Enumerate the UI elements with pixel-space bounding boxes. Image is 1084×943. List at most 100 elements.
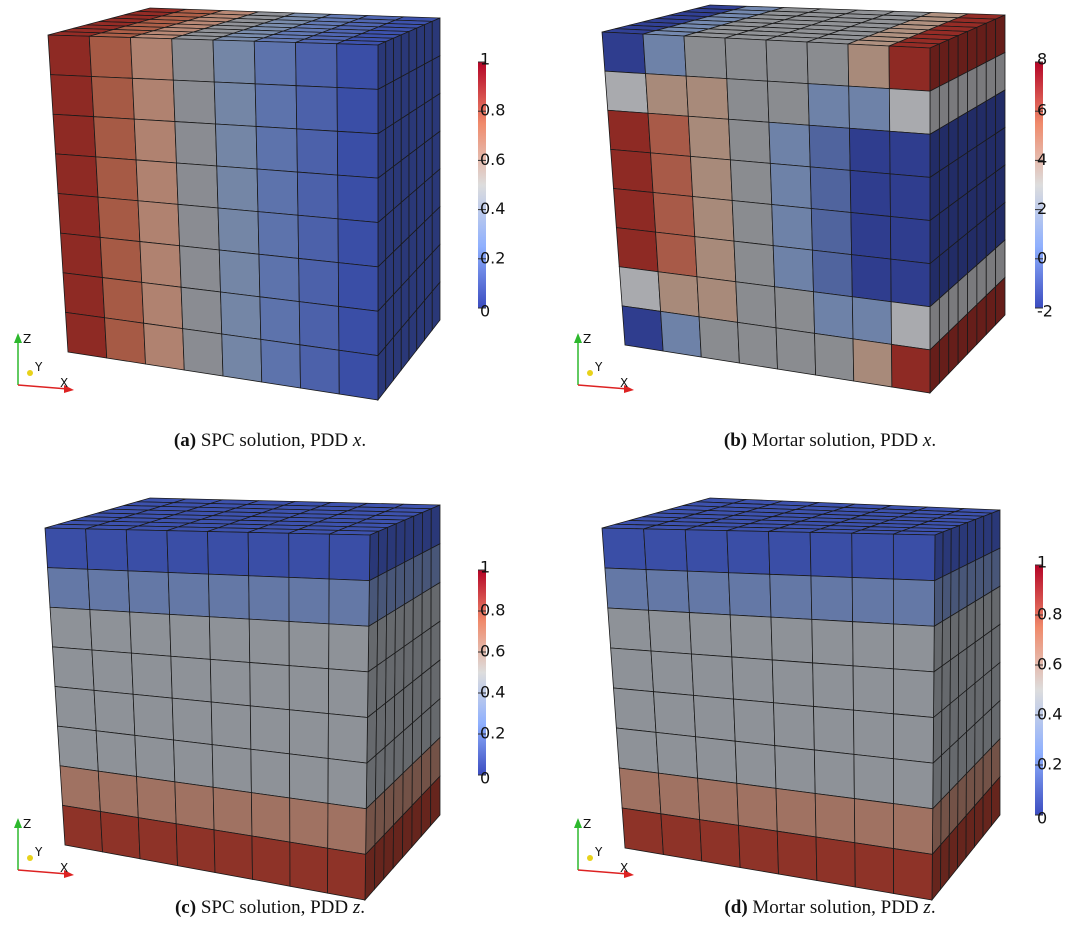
right-cell (958, 816, 967, 869)
front-cell (852, 297, 891, 345)
right-cell (387, 524, 396, 572)
front-cell (175, 122, 217, 166)
front-cell (63, 273, 105, 318)
right-cell (958, 690, 967, 740)
front-cell (815, 333, 854, 381)
front-cell (816, 837, 855, 887)
front-cell (128, 571, 170, 615)
front-cell (337, 131, 378, 178)
front-cell (812, 619, 853, 666)
front-cell (777, 831, 817, 880)
front-cell (854, 799, 893, 849)
right-cell (941, 704, 950, 756)
front-cell (339, 306, 378, 355)
right-cell (958, 152, 967, 199)
right-cell (975, 596, 983, 642)
front-cell (736, 282, 776, 328)
front-cell (853, 622, 894, 669)
right-cell (414, 513, 423, 558)
colorbar-label: 0.2 (480, 724, 505, 743)
front-cell (53, 114, 96, 157)
front-cell (734, 241, 775, 287)
axis-y (27, 370, 33, 376)
front-cell (300, 345, 339, 394)
front-cell (622, 306, 663, 351)
right-cell (939, 40, 948, 87)
colorbar-label: 0.6 (1037, 655, 1062, 674)
right-cell (992, 624, 1000, 669)
front-cell (737, 783, 777, 831)
right-cell (409, 68, 417, 113)
front-cell (893, 534, 935, 581)
colorbar-label: 8 (1037, 50, 1047, 69)
right-cell (365, 845, 375, 900)
front-cell (100, 812, 140, 859)
front-cell (208, 574, 249, 619)
right-cell (401, 155, 409, 203)
right-cell (975, 556, 983, 601)
front-cell (53, 647, 95, 691)
front-cell (132, 78, 175, 121)
front-cell (290, 842, 328, 893)
front-cell (210, 659, 250, 706)
front-cell (689, 613, 731, 657)
right-cell (431, 505, 440, 548)
front-cell (175, 782, 214, 830)
front-cell (213, 787, 252, 836)
front-cell (338, 263, 378, 312)
front-cell (894, 849, 933, 900)
front-cell (96, 731, 136, 777)
front-cell (261, 339, 301, 388)
front-cell (775, 287, 815, 334)
front-cell (890, 131, 930, 177)
right-cell (939, 123, 948, 171)
front-cell (329, 624, 369, 672)
front-cell (216, 124, 258, 169)
front-cell (289, 533, 330, 579)
figure: 10.80.60.40.20ZYX(a) SPC solution, PDD x… (0, 0, 1084, 943)
front-cell (170, 614, 211, 659)
front-cell (775, 746, 815, 794)
front-cell (208, 532, 249, 576)
right-cell (949, 118, 958, 165)
right-cell (413, 593, 422, 640)
right-cell (983, 591, 991, 636)
right-cell (432, 56, 440, 99)
colorbar-label: 0.6 (480, 150, 505, 169)
right-cell (975, 636, 983, 683)
axis-z-head (574, 818, 582, 828)
front-cell (126, 530, 168, 573)
right-cell (413, 634, 422, 682)
front-cell (214, 82, 256, 126)
right-cell (394, 35, 402, 81)
right-cell (431, 583, 440, 628)
axis-y (27, 855, 33, 861)
front-cell (209, 617, 249, 663)
front-cell (328, 669, 368, 718)
right-cell (977, 101, 986, 146)
axis-z-head (14, 333, 22, 343)
right-cell (404, 640, 413, 689)
front-cell (133, 694, 173, 740)
right-cell (942, 660, 951, 711)
right-cell (386, 81, 394, 129)
right-cell (432, 131, 440, 175)
right-cell (409, 149, 417, 196)
front-cell (770, 163, 811, 208)
front-cell (259, 254, 299, 301)
axis-label: Z (583, 817, 591, 831)
right-cell (378, 259, 386, 311)
front-cell (48, 568, 90, 610)
front-cell (854, 754, 894, 803)
front-cell (648, 113, 690, 156)
right-cell (967, 560, 975, 606)
right-cell (930, 214, 939, 264)
right-cell (425, 291, 433, 340)
right-cell (959, 523, 967, 569)
right-cell (386, 124, 394, 173)
right-cell (417, 143, 425, 189)
front-cell (687, 571, 730, 615)
right-cell (930, 341, 939, 393)
right-cell (933, 711, 942, 764)
right-cell (409, 310, 417, 360)
